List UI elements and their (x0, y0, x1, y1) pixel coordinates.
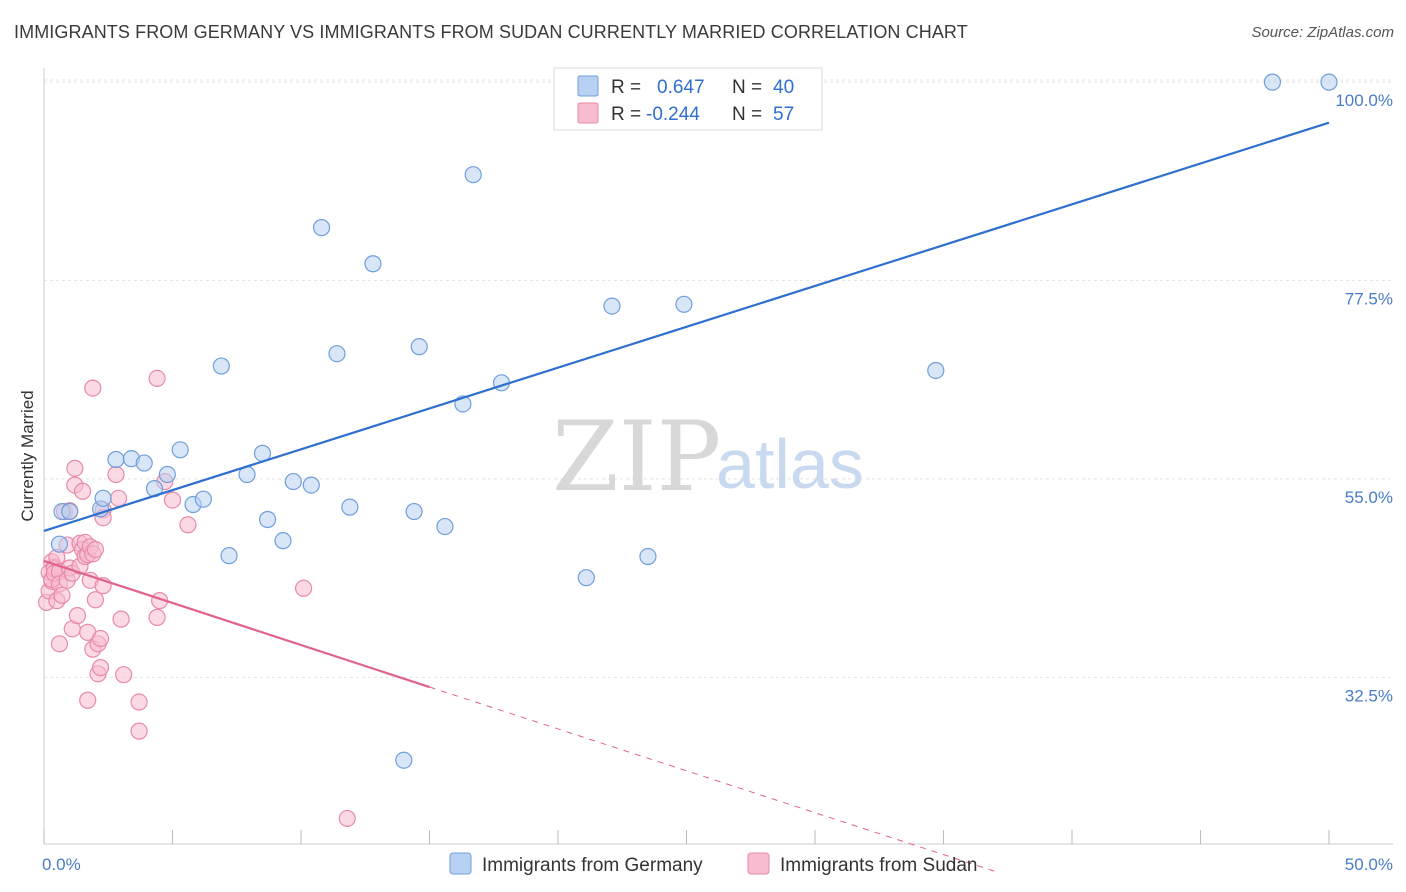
legend-n-value-germany: 40 (773, 77, 794, 98)
germany-point-39 (1320, 73, 1338, 91)
legend-n-label-germany: N = (732, 77, 762, 98)
sudan-point-28 (73, 482, 92, 500)
germany-point-37 (927, 361, 945, 380)
sudan-point-52 (130, 693, 148, 711)
bottom-legend-swatch-germany (449, 852, 472, 875)
watermark: ZIP atlas (552, 401, 864, 513)
sudan-point-48 (109, 489, 128, 507)
sudan-point-24 (68, 607, 87, 625)
germany-point-0 (50, 535, 69, 553)
legend-swatch-germany (577, 75, 599, 97)
trend-lines (43, 121, 1330, 872)
sudan-point-43 (91, 629, 110, 648)
germany-point-25 (395, 751, 413, 769)
germany-point-38 (1263, 73, 1282, 91)
sudan-point-60 (294, 579, 313, 597)
y-tick-label-1: 55.0% (1345, 488, 1393, 507)
series-sudan-points (37, 369, 356, 828)
sudan-point-58 (163, 491, 182, 509)
legend-r-value-sudan: -0.244 (646, 104, 700, 125)
y-tick-label-0: 32.5% (1345, 686, 1393, 705)
y-tick-label-3: 100.0% (1335, 91, 1393, 110)
sudan-point-44 (91, 659, 110, 677)
bottom-legend-label-sudan: Immigrants from Sudan (780, 855, 977, 876)
x-tick-label-max: 50.0% (1345, 855, 1393, 874)
germany-point-7 (135, 454, 153, 472)
trend-line-sudan (43, 559, 430, 689)
y-tick-label-2: 77.5% (1345, 290, 1393, 309)
germany-point-22 (328, 345, 346, 363)
source-label: Source: ZipAtlas.com (1251, 24, 1394, 41)
germany-point-27 (410, 338, 428, 356)
sudan-point-38 (84, 379, 102, 397)
sudan-point-22 (66, 459, 84, 477)
germany-point-23 (341, 498, 359, 516)
germany-point-14 (220, 547, 238, 565)
germany-point-30 (464, 166, 482, 184)
watermark-zip: ZIP (552, 401, 721, 513)
germany-point-32 (577, 569, 595, 587)
sudan-point-55 (148, 369, 166, 387)
x-ticks (43, 830, 1330, 844)
watermark-atlas: atlas (716, 425, 864, 503)
bottom-legend: Immigrants from Germany Immigrants from … (449, 852, 977, 876)
legend-r-label-sudan: R = (611, 104, 641, 125)
germany-point-24 (364, 255, 382, 273)
sudan-point-49 (107, 465, 125, 484)
x-tick-label-min: 0.0% (42, 855, 81, 874)
sudan-point-14 (50, 635, 69, 653)
bottom-legend-label-germany: Immigrants from Germany (482, 855, 703, 876)
germany-point-10 (171, 441, 189, 459)
germany-point-33 (603, 297, 621, 315)
sudan-point-54 (148, 608, 166, 626)
sudan-point-13 (53, 586, 71, 604)
sudan-point-40 (86, 591, 105, 609)
legend-r-value-germany: 0.647 (657, 77, 705, 98)
bottom-legend-swatch-sudan (747, 852, 770, 875)
legend: R = 0.647 N = 40 R = -0.244 N = 57 (553, 67, 823, 131)
germany-point-20 (302, 476, 320, 494)
legend-box (553, 67, 823, 131)
germany-point-18 (274, 532, 292, 550)
germany-point-28 (436, 517, 454, 536)
sudan-point-61 (338, 809, 356, 828)
axes (43, 68, 1393, 845)
germany-point-34 (639, 547, 657, 566)
y-tick-labels: 32.5% 55.0% 77.5% 100.0% (1335, 91, 1393, 705)
legend-r-label-germany: R = (611, 77, 641, 98)
germany-point-35 (675, 295, 693, 313)
germany-point-5 (107, 450, 125, 469)
chart-title: IMMIGRANTS FROM GERMANY VS IMMIGRANTS FR… (14, 22, 968, 42)
legend-swatch-sudan (577, 102, 599, 124)
germany-point-26 (405, 502, 423, 521)
germany-point-21 (312, 219, 331, 237)
trend-line-germany (43, 121, 1330, 533)
germany-point-17 (258, 510, 277, 529)
grid-lines (44, 79, 1393, 678)
legend-n-value-sudan: 57 (773, 104, 794, 125)
sudan-point-33 (79, 691, 97, 709)
germany-point-13 (212, 357, 230, 375)
legend-n-label-sudan: N = (732, 104, 762, 125)
sudan-point-53 (130, 722, 148, 740)
sudan-point-50 (112, 610, 130, 628)
sudan-point-51 (115, 666, 133, 684)
germany-point-2 (61, 502, 79, 521)
sudan-point-39 (86, 540, 105, 559)
germany-point-4 (94, 489, 112, 507)
trend-line-sudan-extended (429, 686, 996, 872)
germany-point-9 (158, 465, 176, 484)
sudan-point-59 (179, 516, 197, 534)
y-axis-label: Currently Married (18, 390, 37, 521)
germany-point-12 (194, 490, 212, 508)
germany-point-19 (284, 472, 302, 491)
